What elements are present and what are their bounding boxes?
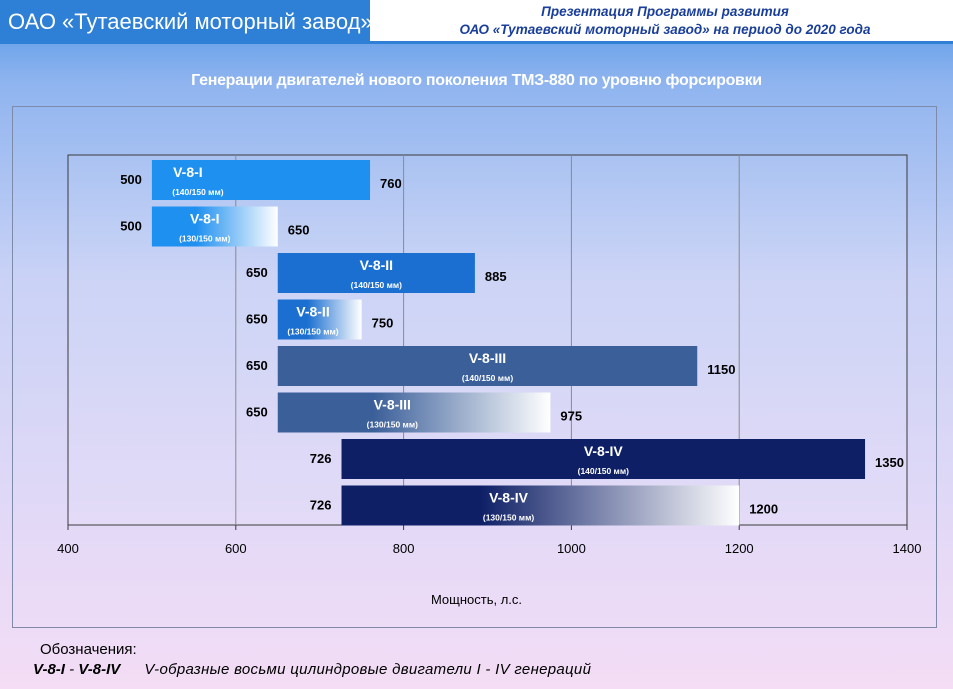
bar-start-value: 650: [246, 358, 268, 373]
presentation-line-1: Презентация Программы развития: [541, 4, 789, 19]
bar-sub-label: (140/150 мм): [351, 280, 402, 290]
bar-end-value: 750: [372, 316, 394, 331]
legend-abbr-from: V-8-I: [33, 661, 65, 678]
bar: [277, 299, 362, 340]
legend-line: V-8-I - V-8-IV V-образные восьми цилиндр…: [33, 661, 591, 678]
legend-dash: -: [69, 661, 75, 678]
x-tick-label: 1400: [893, 541, 922, 556]
bar-sub-label: (130/150 мм): [483, 513, 534, 523]
bar-end-value: 1350: [875, 455, 904, 470]
x-tick-label: 1000: [557, 541, 586, 556]
bar-start-value: 650: [246, 405, 268, 420]
bar-name-label: V-8-IV: [489, 490, 529, 506]
header-bar: ОАО «Тутаевский моторный завод» Презента…: [0, 0, 953, 44]
chart-canvas: 400 600 800 1000 1200 1400 V-8-I (140/150 мм) 50…: [57, 154, 922, 556]
company-name: ОАО «Тутаевский моторный завод»: [0, 0, 373, 44]
x-tick-label: 600: [225, 541, 247, 556]
chart-frame: [12, 106, 937, 628]
bar-start-value: 726: [310, 498, 332, 513]
legend-description: V-образные восьми цилиндровые двигатели …: [144, 661, 592, 678]
bar-end-value: 1150: [707, 362, 735, 377]
bar-start-value: 500: [120, 219, 142, 234]
bar: [277, 346, 698, 386]
x-tick-label: 1200: [725, 541, 754, 556]
bar-start-value: 726: [310, 451, 332, 466]
legend-heading: Обозначения:: [40, 641, 137, 658]
bar-end-value: 1200: [749, 502, 778, 517]
x-axis-title: Мощность, л.с.: [430, 592, 523, 607]
bar: [151, 160, 371, 200]
bar-name-label: V-8-II: [360, 257, 393, 273]
bar-start-value: 650: [246, 265, 268, 280]
bar: [277, 392, 551, 433]
bar-sub-label: (140/150 мм): [462, 373, 513, 383]
bar-name-label: V-8-III: [469, 350, 506, 366]
bar: [341, 485, 740, 526]
bar-name-label: V-8-III: [374, 397, 411, 413]
bar-sub-label: (130/150 мм): [367, 420, 418, 430]
bar: [341, 439, 866, 479]
bar-sub-label: (130/150 мм): [179, 234, 230, 244]
bar-sub-label: (140/150 мм): [172, 187, 223, 197]
legend-abbr-to: V-8-IV: [78, 661, 121, 678]
bar-name-label: V-8-II: [296, 304, 329, 320]
bar: [277, 253, 475, 293]
bar: [151, 206, 278, 247]
x-tick-label: 800: [393, 541, 415, 556]
bar-start-value: 500: [120, 172, 142, 187]
bar-end-value: 885: [485, 269, 507, 284]
bar-start-value: 650: [246, 312, 268, 327]
bar-end-value: 760: [380, 176, 402, 191]
bar-end-value: 975: [560, 409, 582, 424]
bar-sub-label: (140/150 мм): [578, 466, 629, 476]
bar-name-label: V-8-IV: [584, 443, 624, 459]
presentation-title: Презентация Программы развития ОАО «Тута…: [385, 3, 945, 39]
presentation-line-2: ОАО «Тутаевский моторный завод» на перио…: [459, 22, 871, 37]
bar-end-value: 650: [288, 223, 310, 238]
x-tick-label: 400: [57, 541, 79, 556]
chart-title: Генерации двигателей нового поколения ТМ…: [191, 72, 762, 89]
bar-sub-label: (130/150 мм): [287, 327, 338, 337]
bar-name-label: V-8-I: [173, 164, 203, 180]
bar-name-label: V-8-I: [190, 211, 220, 227]
header-divider: [370, 41, 953, 44]
